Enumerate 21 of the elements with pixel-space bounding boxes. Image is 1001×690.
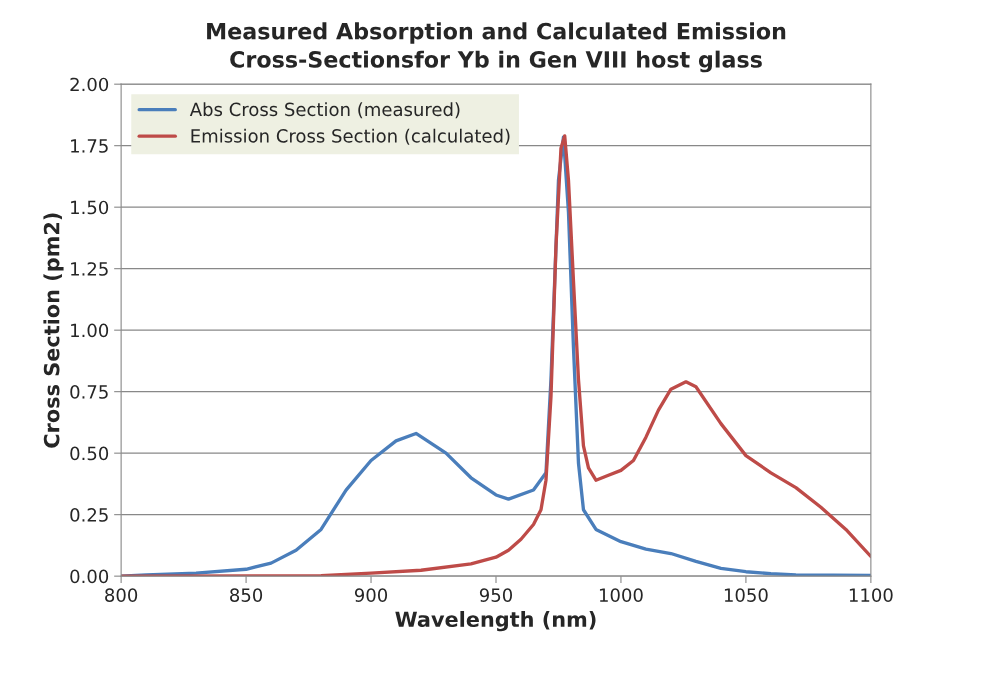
x-tick-label: 1100: [849, 588, 893, 602]
x-tick-label: 800: [105, 588, 138, 602]
y-tick-label: 1.00: [71, 323, 109, 338]
y-tick-label: 1.50: [71, 200, 109, 215]
y-tick-label: 0.75: [70, 385, 108, 399]
chart-title: Measured Absorption and Calculated Emission Cross-Sectionsfor Yb in Gen VIII host glass: [207, 22, 786, 73]
y-tick-label: 1.75: [71, 139, 108, 153]
y-tick-label: 0.25: [70, 508, 108, 522]
x-tick-label: 1050: [724, 588, 768, 602]
y-tick-label: 0.50: [70, 446, 109, 461]
x-tick-label: 1000: [599, 588, 643, 602]
y-tick-label: 0.00: [70, 569, 109, 584]
y-axis-title: Cross Section (pm2): [43, 213, 64, 448]
y-tick-label: 2.00: [70, 77, 109, 92]
legend-label: Emission Cross Section (calculated): [191, 128, 510, 145]
x-tick-label: 950: [479, 588, 513, 602]
x-axis-title: Wavelength (nm): [395, 610, 596, 632]
x-tick-label: 850: [230, 588, 263, 602]
y-tick-label: 1.25: [71, 262, 108, 276]
legend-label: Abs Cross Section (measured): [189, 102, 460, 119]
x-tick-label: 900: [354, 588, 388, 602]
